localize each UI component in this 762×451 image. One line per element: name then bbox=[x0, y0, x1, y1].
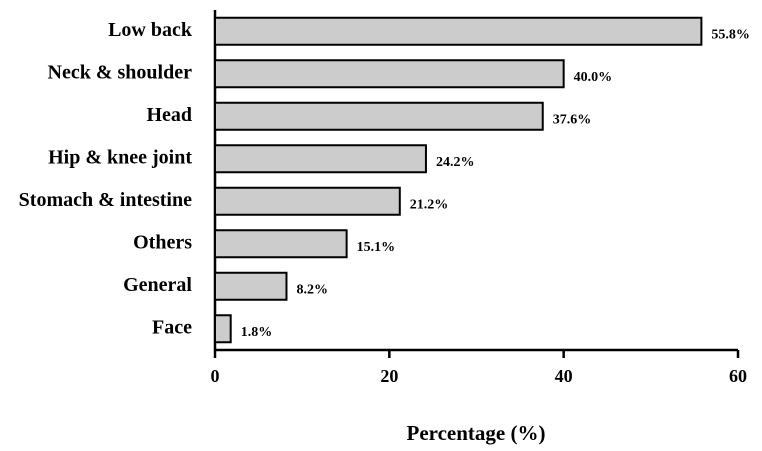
bar bbox=[214, 186, 401, 216]
value-label: 1.8% bbox=[241, 325, 273, 340]
bar bbox=[214, 144, 427, 174]
value-label: 8.2% bbox=[296, 282, 328, 297]
bar bbox=[214, 314, 232, 344]
bar bbox=[214, 271, 288, 301]
bar bbox=[214, 101, 544, 131]
category-label: Hip & knee joint bbox=[48, 146, 192, 168]
category-label: Neck & shoulder bbox=[48, 61, 193, 83]
category-label: Stomach & intestine bbox=[19, 189, 192, 211]
category-label: General bbox=[123, 274, 192, 296]
category-label: Head bbox=[146, 104, 192, 126]
value-label: 37.6% bbox=[553, 112, 592, 127]
value-label: 55.8% bbox=[711, 27, 750, 42]
x-tick-label: 20 bbox=[380, 366, 398, 386]
category-label: Low back bbox=[108, 19, 193, 41]
bar bbox=[214, 229, 348, 259]
bar bbox=[214, 16, 703, 46]
category-label: Face bbox=[152, 316, 192, 338]
x-tick-label: 40 bbox=[555, 366, 573, 386]
x-axis-title: Percentage (%) bbox=[407, 421, 546, 445]
value-label: 24.2% bbox=[436, 155, 475, 170]
category-label: Others bbox=[133, 231, 192, 253]
x-tick-label: 0 bbox=[211, 366, 220, 386]
value-label: 15.1% bbox=[357, 240, 396, 255]
bar bbox=[214, 59, 565, 89]
value-label: 21.2% bbox=[410, 197, 449, 212]
value-label: 40.0% bbox=[574, 70, 613, 85]
x-tick-label: 60 bbox=[729, 366, 747, 386]
